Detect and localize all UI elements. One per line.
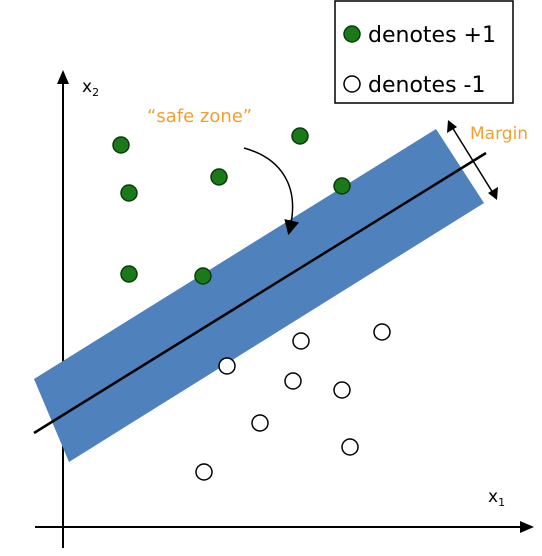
negative-point [333, 381, 351, 399]
legend-negative-label: denotes -1 [368, 73, 485, 98]
x-axis-label: x1 [488, 487, 505, 509]
positive-point [210, 168, 228, 186]
x-axis-label-subscript: 1 [498, 496, 505, 509]
negative-points [195, 323, 391, 481]
margin-band [34, 129, 484, 462]
y-axis-label-subscript: 2 [92, 86, 99, 99]
x-axis-label-main: x [488, 487, 498, 507]
y-axis-label-main: x [82, 77, 92, 97]
positive-point [194, 267, 212, 285]
legend-negative-marker [343, 75, 361, 93]
y-axis-label: x2 [82, 77, 99, 99]
positive-point [333, 177, 351, 195]
positive-point [120, 184, 138, 202]
margin-label: Margin [470, 124, 528, 144]
positive-point [120, 265, 138, 283]
margin-width-arrowhead-bottom [488, 187, 498, 200]
positive-points [112, 127, 351, 285]
legend-box [334, 0, 514, 104]
safe-zone-arrow [243, 147, 300, 236]
negative-point [251, 414, 269, 432]
legend-positive-label: denotes +1 [368, 23, 496, 48]
axes [35, 70, 534, 548]
margin-width-arrow-line [451, 126, 494, 194]
decision-boundary [33, 151, 487, 435]
positive-point [112, 136, 130, 154]
negative-point [341, 438, 359, 456]
margin-width-arrowhead-top [447, 120, 457, 133]
safe-zone-label: “safe zone” [147, 106, 252, 127]
negative-point [218, 357, 236, 375]
legend: denotes +1 denotes -1 [334, 0, 514, 104]
negative-point [292, 332, 310, 350]
negative-point [195, 463, 213, 481]
y-axis-arrowhead [57, 70, 69, 84]
negative-point [284, 372, 302, 390]
legend-positive-marker [343, 25, 361, 43]
positive-point [291, 127, 309, 145]
negative-point [373, 323, 391, 341]
x-axis-arrowhead [520, 521, 534, 533]
